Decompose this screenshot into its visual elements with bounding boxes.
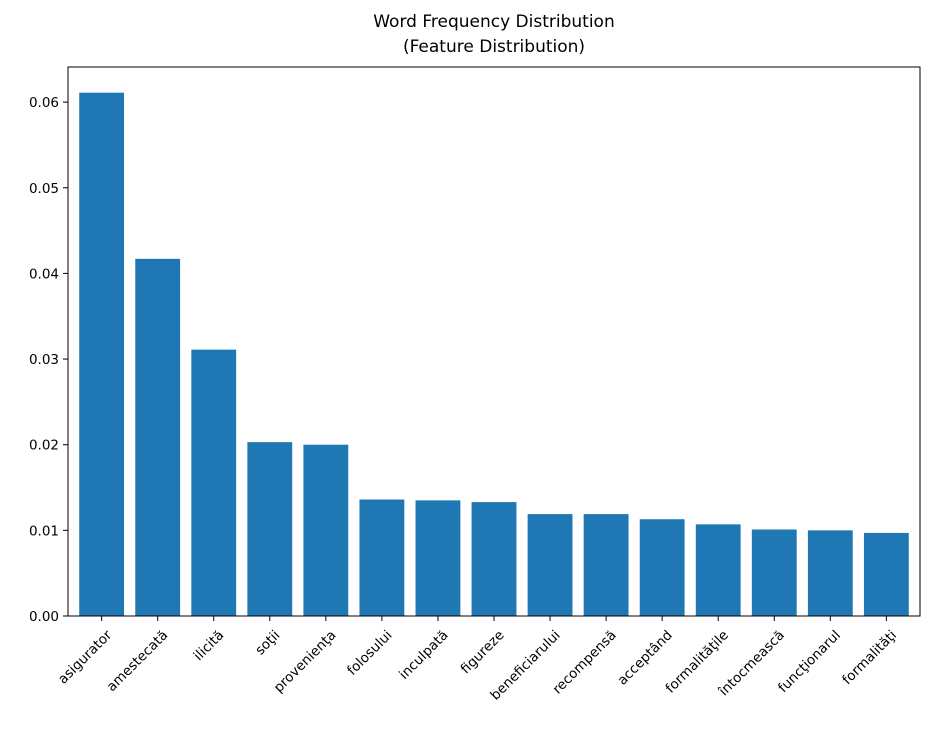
y-tick-label: 0.06 — [29, 95, 59, 111]
bar-formalităţi — [863, 532, 909, 616]
x-tick-label: ilicită — [191, 627, 228, 664]
bar-figureze — [471, 502, 517, 616]
y-tick-label: 0.05 — [29, 181, 59, 197]
chart-title-line-1: Word Frequency Distribution — [373, 12, 615, 32]
bar-asigurator — [79, 92, 125, 616]
x-tick-label: formalităţi — [839, 627, 900, 688]
bar-întocmească — [751, 529, 797, 616]
y-tick-label: 0.01 — [29, 523, 59, 539]
bar-recompensă — [583, 514, 629, 616]
x-tick-label: inculpată — [396, 627, 451, 682]
plot-frame — [67, 66, 921, 617]
y-tick-label: 0.04 — [29, 266, 59, 282]
bar-acceptând — [639, 519, 685, 616]
y-tick-label: 0.03 — [29, 352, 59, 368]
bar-funcţionarul — [807, 530, 853, 616]
y-tick-label: 0.00 — [29, 609, 59, 625]
x-tick-label: asigurator — [55, 627, 115, 687]
bar-ilicită — [191, 349, 237, 616]
bars-group — [79, 92, 909, 616]
chart-title: Word Frequency Distribution (Feature Dis… — [373, 12, 615, 57]
bar-amestecată — [135, 258, 181, 616]
x-tick-label: acceptând — [614, 627, 675, 688]
bar-folosului — [359, 499, 405, 616]
y-tick-label: 0.02 — [29, 438, 59, 454]
y-axis: 0.00 0.01 0.02 0.03 0.04 0.05 0.06 — [29, 95, 68, 625]
bar-beneficiarului — [527, 514, 573, 616]
bar-formalităţile — [695, 524, 741, 616]
bar-soţii — [247, 442, 293, 616]
x-tick-label: soţii — [252, 627, 283, 658]
bar-inculpată — [415, 500, 461, 616]
chart-subtitle: (Feature Distribution) — [403, 37, 585, 57]
bar-provenienţa — [303, 444, 349, 616]
x-tick-label: figureze — [458, 627, 508, 677]
x-tick-label: folosului — [344, 627, 395, 678]
